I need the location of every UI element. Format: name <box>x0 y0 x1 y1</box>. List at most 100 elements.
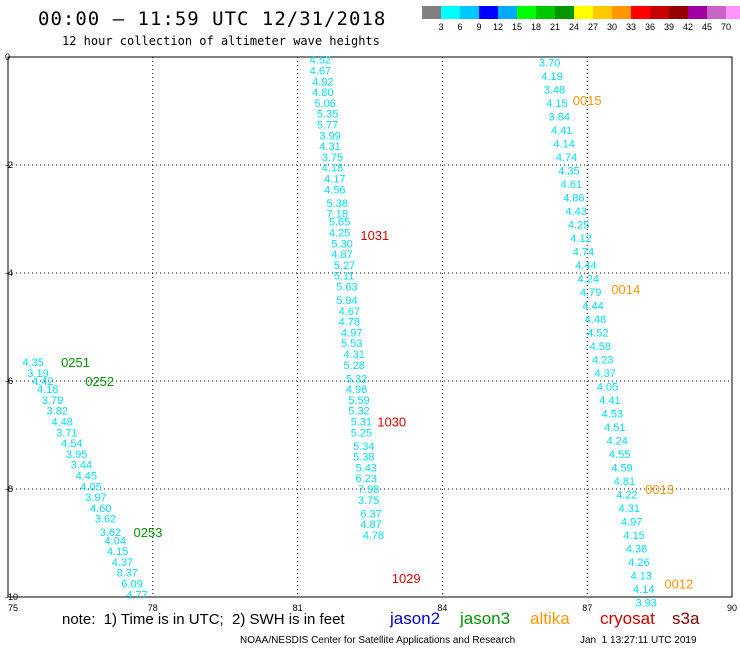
legend-label: 3 <box>438 22 444 32</box>
legend-swatch <box>574 6 593 19</box>
swh-value: 3.82 <box>47 406 68 418</box>
swh-value: 4.80 <box>312 87 333 99</box>
swh-value: 4.25 <box>329 228 350 240</box>
track-time-label: 1029 <box>392 571 421 586</box>
timestamp: Jan 1 13:27:11 UTC 2019 <box>580 635 697 646</box>
swh-value: 8.37 <box>117 568 138 580</box>
swh-value: 4.74 <box>556 152 577 164</box>
swh-value: 5.94 <box>336 295 357 307</box>
swh-value: 5.63 <box>336 282 357 294</box>
swh-value: 4.14 <box>553 138 574 150</box>
swh-value: 4.41 <box>551 125 572 137</box>
swh-value: 3.44 <box>71 460 92 472</box>
track-time-label: 0014 <box>611 282 640 297</box>
legend-label: 9 <box>476 22 482 32</box>
x-tick-label: 78 <box>148 603 158 613</box>
swh-value: 4.97 <box>341 327 362 339</box>
swh-value: 4.54 <box>61 438 82 450</box>
swh-value: 4.18 <box>322 163 343 175</box>
track-time-label: 1030 <box>377 415 406 430</box>
swh-value: 4.44 <box>582 300 603 312</box>
swh-value: 4.23 <box>592 354 613 366</box>
swh-value: 4.12 <box>570 233 591 245</box>
swh-value: 4.87 <box>331 249 352 261</box>
swh-value: 5.32 <box>346 373 367 385</box>
swh-value: 4.79 <box>580 287 601 299</box>
swh-value: 7.98 <box>358 484 379 496</box>
swh-value: 3.75 <box>322 152 343 164</box>
swh-value: 4.74 <box>573 246 594 258</box>
swh-value: 4.87 <box>360 519 381 531</box>
x-tick-label: 90 <box>727 603 737 613</box>
legend-swatch <box>422 6 441 19</box>
swh-value: 4.05 <box>597 381 618 393</box>
swh-value: 4.51 <box>604 422 625 434</box>
legend-label: 45 <box>701 22 713 32</box>
color-scale-legend <box>422 6 740 19</box>
swh-value: 3.71 <box>56 427 77 439</box>
legend-swatch <box>536 6 555 19</box>
swh-value: 4.58 <box>590 341 611 353</box>
swh-value: 3.62 <box>95 514 116 526</box>
legend-swatch <box>688 6 707 19</box>
swh-value: 7.18 <box>327 209 348 221</box>
swh-value: 4.26 <box>628 557 649 569</box>
legend-swatch <box>650 6 669 19</box>
swh-value: 4.61 <box>561 179 582 191</box>
y-tick-label: -8 <box>5 484 13 494</box>
legend-label: 24 <box>568 22 580 32</box>
swh-value: 4.59 <box>611 462 632 474</box>
swh-value: 4.24 <box>607 435 628 447</box>
swh-value: 4.45 <box>76 471 97 483</box>
track-time-label: 0252 <box>85 374 114 389</box>
swh-value: 3.75 <box>358 495 379 507</box>
swh-value: 5.31 <box>351 417 372 429</box>
swh-value: 6.09 <box>121 579 142 591</box>
swh-value: 4.18 <box>37 384 58 396</box>
swh-value: 4.48 <box>585 314 606 326</box>
legend-swatch <box>612 6 631 19</box>
swh-value: 5.35 <box>317 109 338 121</box>
y-tick-label: -2 <box>5 160 13 170</box>
track-time-label: 0012 <box>664 577 693 592</box>
y-tick-label: -4 <box>5 268 13 278</box>
swh-value: 4.92 <box>312 76 333 88</box>
swh-value: 6.23 <box>356 473 377 485</box>
legend-swatch <box>631 6 650 19</box>
legend-label: 36 <box>644 22 656 32</box>
legend-label: 15 <box>511 22 523 32</box>
x-tick-label: 87 <box>582 603 592 613</box>
legend-label: 21 <box>549 22 561 32</box>
x-tick-label: 81 <box>293 603 303 613</box>
swh-value: 5.25 <box>351 427 372 439</box>
swh-value: 3.97 <box>85 492 106 504</box>
legend-label: 30 <box>606 22 618 32</box>
swh-value: 5.06 <box>314 98 335 110</box>
swh-value: 5.32 <box>348 406 369 418</box>
swh-value: 4.77 <box>126 589 147 601</box>
legend-swatch <box>726 6 740 19</box>
legend-swatch <box>593 6 612 19</box>
swh-value: 4.05 <box>80 481 101 493</box>
swh-value: 5.34 <box>353 441 374 453</box>
swh-value: 3.84 <box>549 111 570 123</box>
legend-swatch <box>479 6 498 19</box>
legend-swatch <box>517 6 536 19</box>
swh-value: 4.35 <box>22 357 43 369</box>
swh-value: 4.13 <box>631 570 652 582</box>
legend-swatch <box>555 6 574 19</box>
legend-swatch <box>441 6 460 19</box>
swh-value: 4.31 <box>319 141 340 153</box>
swh-value: 5.59 <box>348 395 369 407</box>
legend-swatch <box>669 6 688 19</box>
swh-value: 4.37 <box>594 368 615 380</box>
swh-value: 4.19 <box>541 71 562 83</box>
swh-value: 4.52 <box>587 327 608 339</box>
satellite-legend-s3a: s3a <box>672 609 700 628</box>
swh-value: 5.65 <box>329 217 350 229</box>
swh-value: 4.48 <box>51 417 72 429</box>
swh-value: 5.38 <box>353 452 374 464</box>
swh-value: 3.19 <box>27 368 48 380</box>
satellite-legend-jason2: jason2 <box>390 609 441 628</box>
